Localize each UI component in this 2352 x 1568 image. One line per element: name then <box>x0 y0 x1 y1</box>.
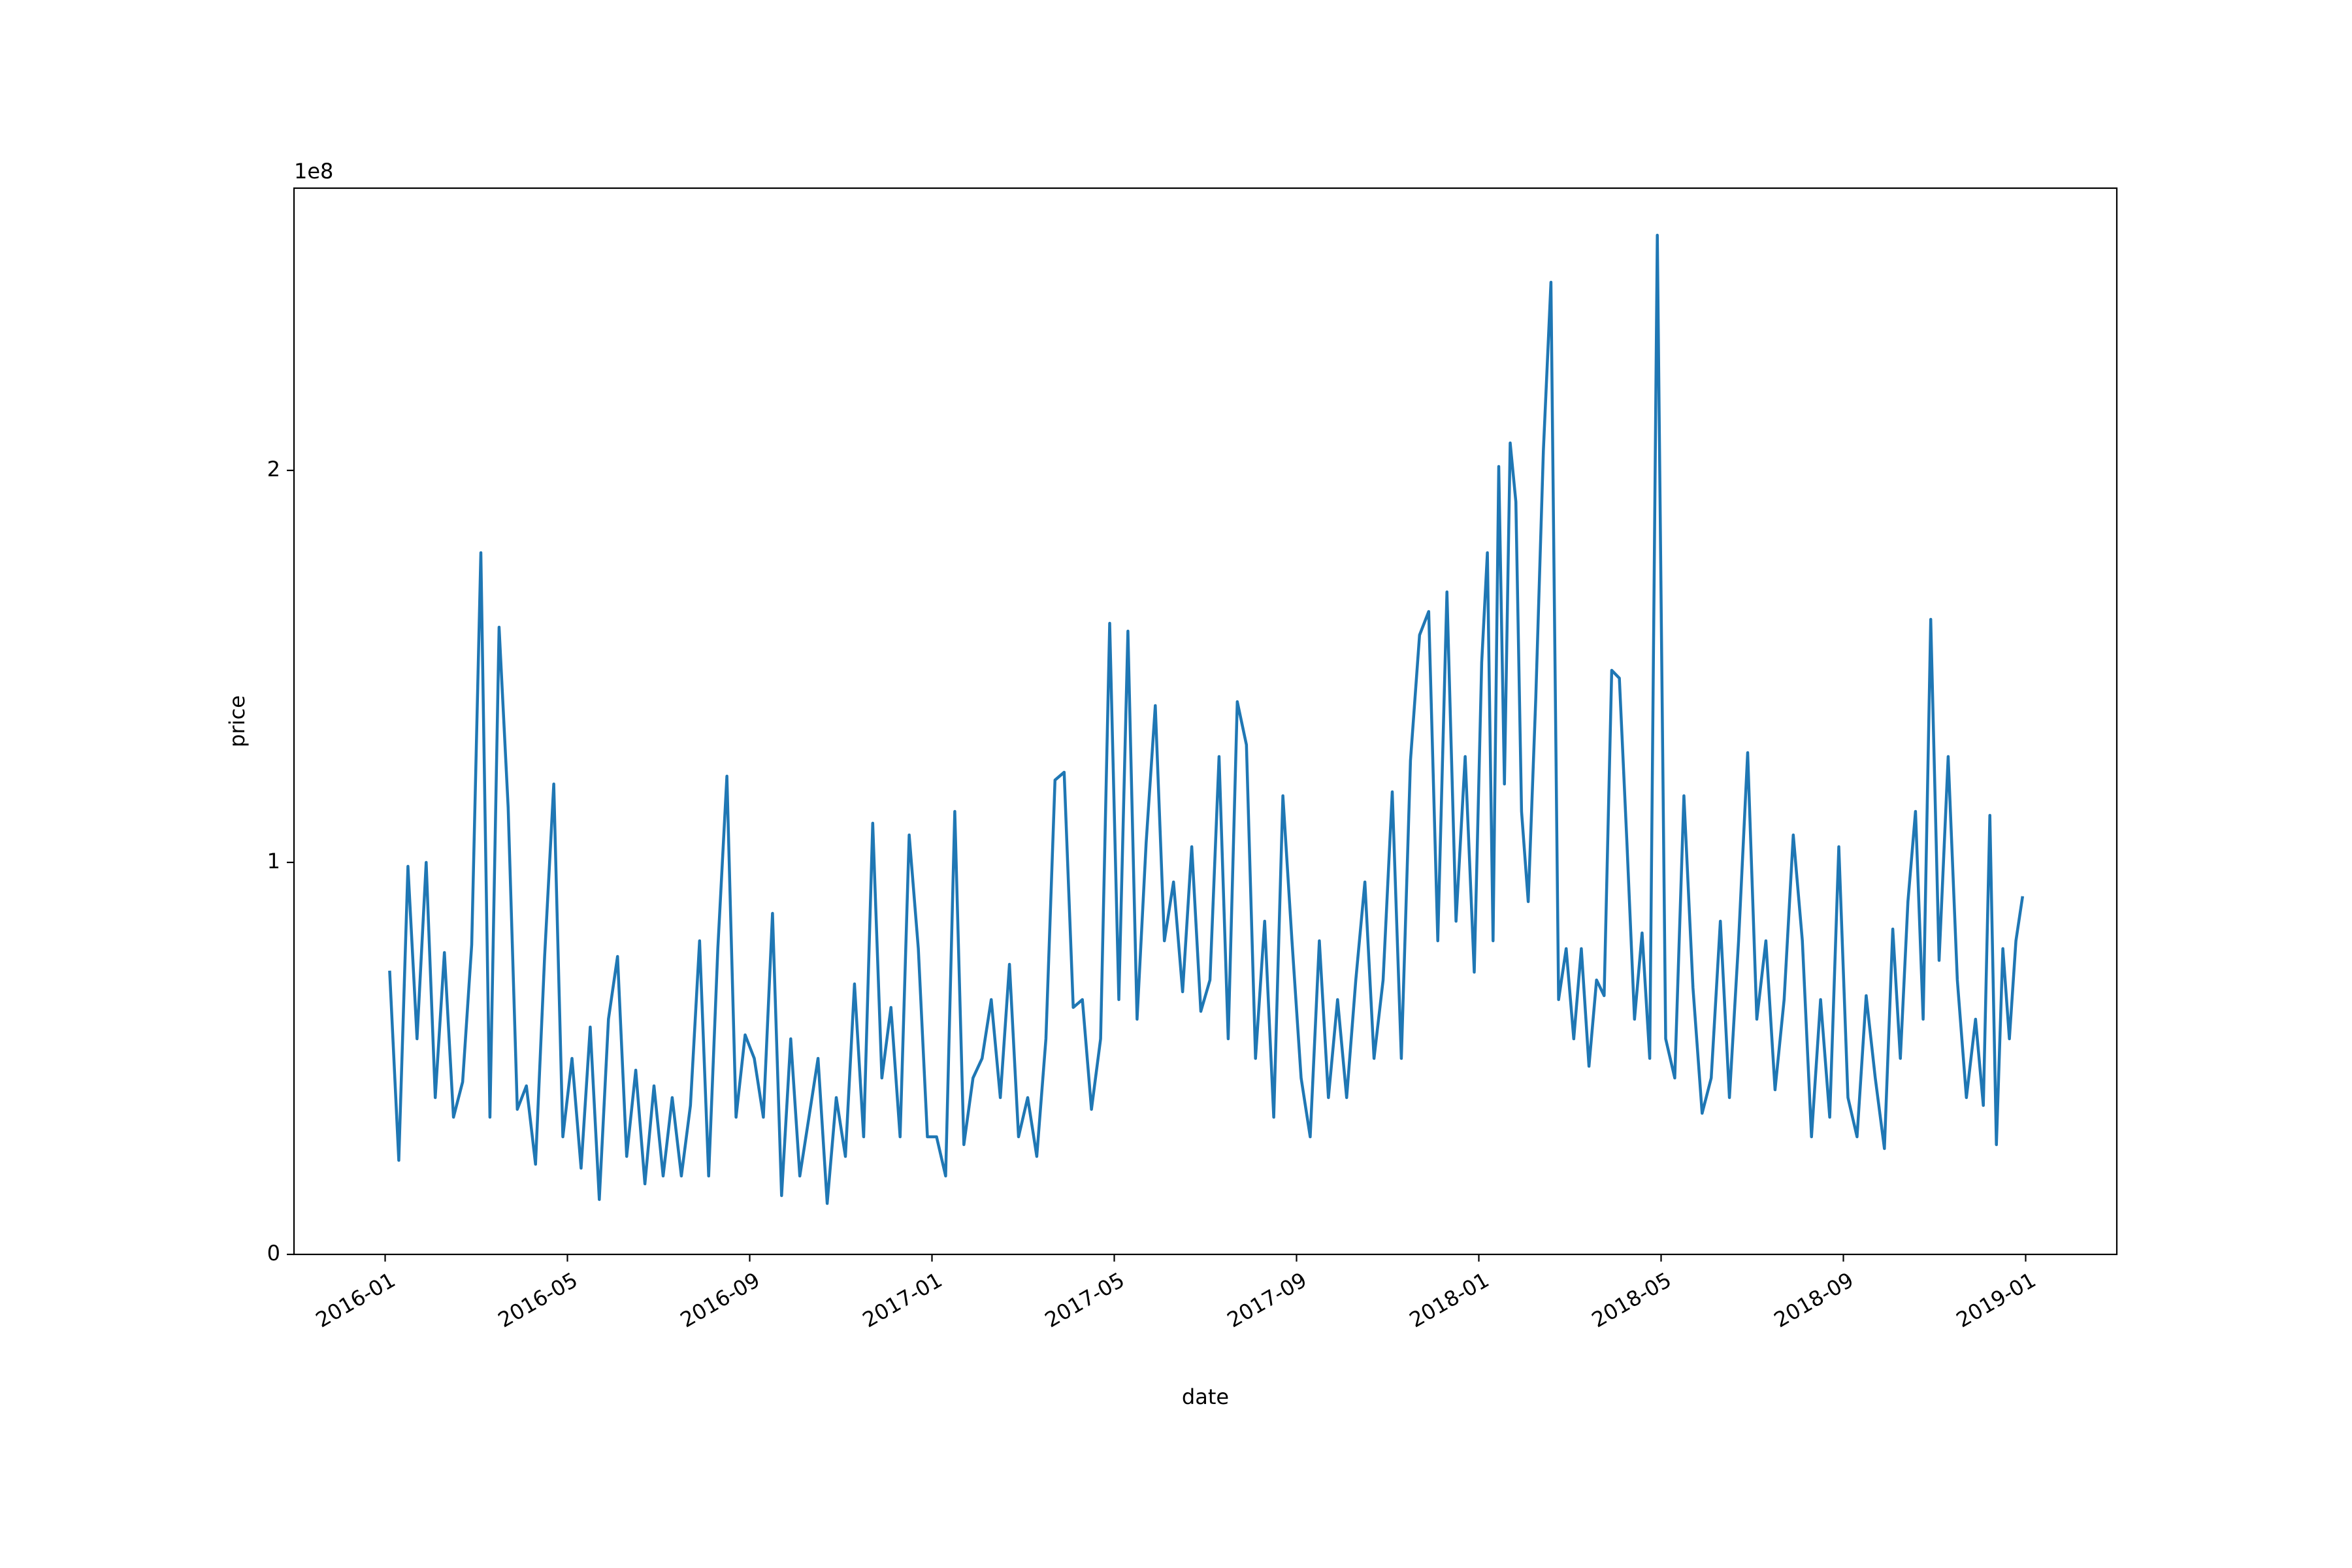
y-offset-label: 1e8 <box>294 159 333 184</box>
y-tick-label: 1 <box>267 849 280 874</box>
plot-frame <box>293 187 2118 1256</box>
y-axis-label: price <box>225 695 250 747</box>
y-tick-label: 2 <box>267 457 280 482</box>
x-axis-label: date <box>1182 1384 1229 1409</box>
y-tick-label: 0 <box>267 1241 280 1266</box>
price-line <box>388 233 2025 1205</box>
